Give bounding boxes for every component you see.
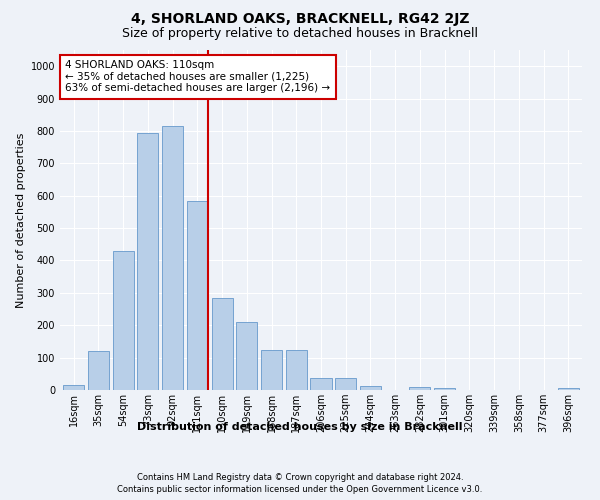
Bar [409, 387, 430, 390]
Bar [558, 388, 579, 390]
Bar [261, 350, 282, 390]
Text: 4 SHORLAND OAKS: 110sqm
← 35% of detached houses are smaller (1,225)
63% of semi: 4 SHORLAND OAKS: 110sqm ← 35% of detache… [65, 60, 331, 94]
Bar [88, 351, 109, 390]
Bar [187, 200, 208, 390]
Bar [113, 251, 134, 390]
Bar [286, 350, 307, 390]
Text: Distribution of detached houses by size in Bracknell: Distribution of detached houses by size … [137, 422, 463, 432]
Bar [434, 388, 455, 390]
Bar [63, 385, 84, 390]
Text: Contains public sector information licensed under the Open Government Licence v3: Contains public sector information licen… [118, 485, 482, 494]
Bar [236, 322, 257, 390]
Bar [162, 126, 183, 390]
Y-axis label: Number of detached properties: Number of detached properties [16, 132, 26, 308]
Text: Contains HM Land Registry data © Crown copyright and database right 2024.: Contains HM Land Registry data © Crown c… [137, 472, 463, 482]
Bar [335, 378, 356, 390]
Bar [360, 386, 381, 390]
Bar [212, 298, 233, 390]
Bar [310, 378, 332, 390]
Bar [137, 132, 158, 390]
Text: Size of property relative to detached houses in Bracknell: Size of property relative to detached ho… [122, 28, 478, 40]
Text: 4, SHORLAND OAKS, BRACKNELL, RG42 2JZ: 4, SHORLAND OAKS, BRACKNELL, RG42 2JZ [131, 12, 469, 26]
